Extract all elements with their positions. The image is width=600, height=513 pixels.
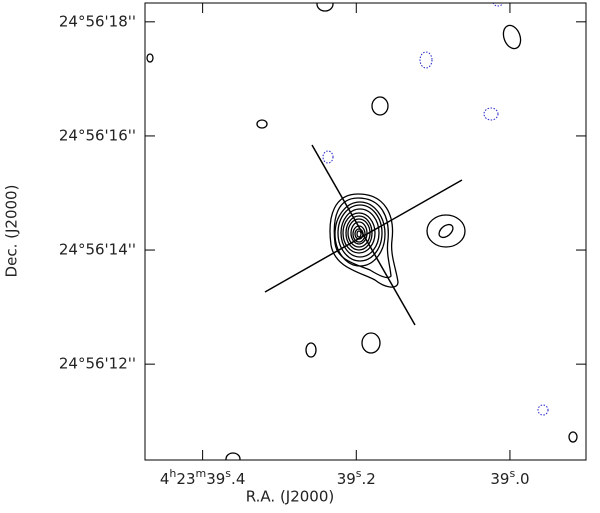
x-axis-label: R.A. (J2000) [246,488,335,506]
x-tick-label: 4h23m39s.4 [160,467,246,488]
positive-contours [146,3,578,460]
y-tick-label: 24°56'18'' [59,12,136,30]
cross-line [264,179,463,293]
contour-map [146,3,578,460]
x-tick-label: 39s.2 [337,467,376,488]
cross-line [311,144,416,326]
y-axis-label: Dec. (J2000) [3,185,21,278]
plot-frame [144,2,587,461]
y-tick-label: 24°56'12'' [59,355,136,373]
y-tick-label: 24°56'16'' [59,126,136,144]
y-tick-label: 24°56'14'' [59,241,136,259]
x-tick-label: 39s.0 [490,467,529,488]
negative-contours [322,3,549,416]
central-source [329,193,399,288]
